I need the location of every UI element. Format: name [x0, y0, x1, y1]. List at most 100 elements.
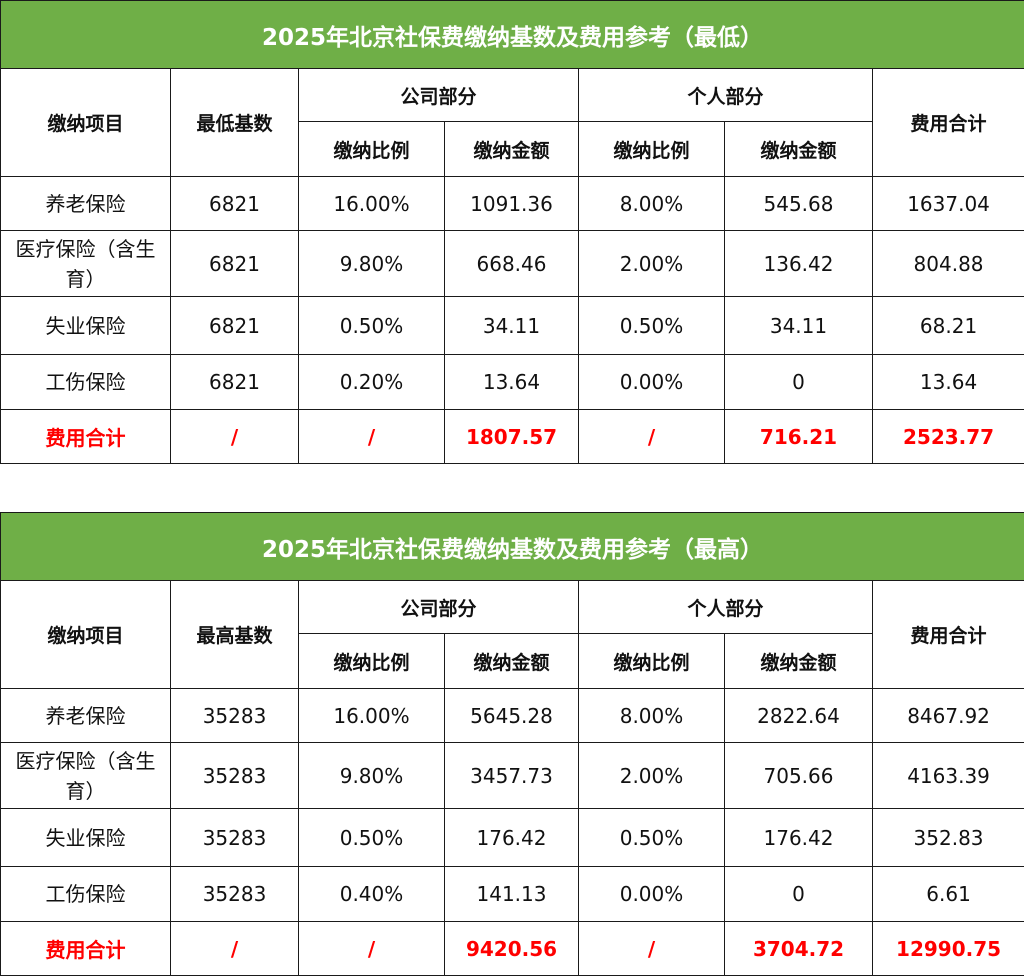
row-personal-rate: 2.00% — [578, 230, 725, 297]
row-company-amount: 668.46 — [444, 230, 579, 297]
row-company-rate: 0.50% — [298, 296, 445, 355]
row-base: 35283 — [170, 866, 299, 922]
sum-total: 12990.75 — [871, 921, 1024, 976]
row-base: 6821 — [170, 354, 299, 410]
sum-personal-amount: 716.21 — [724, 409, 873, 464]
row-name: 工伤保险 — [0, 354, 171, 410]
row-personal-amount: 545.68 — [724, 176, 873, 231]
row-base: 35283 — [170, 742, 299, 809]
sum-personal-rate: / — [578, 409, 725, 464]
row-company-amount: 3457.73 — [444, 742, 579, 809]
row-personal-amount: 176.42 — [724, 808, 873, 867]
row-company-amount: 141.13 — [444, 866, 579, 922]
header-base: 最高基数 — [170, 580, 299, 689]
row-name: 工伤保险 — [0, 866, 171, 922]
row-company-rate: 16.00% — [298, 688, 445, 743]
row-total: 1637.04 — [871, 176, 1024, 231]
sum-personal-amount: 3704.72 — [724, 921, 873, 976]
header-company-amount: 缴纳金额 — [444, 633, 579, 689]
row-name: 失业保险 — [0, 808, 171, 867]
header-base: 最低基数 — [170, 68, 299, 177]
header-item: 缴纳项目 — [0, 580, 171, 689]
row-personal-amount: 705.66 — [724, 742, 873, 809]
row-company-rate: 0.20% — [298, 354, 445, 410]
header-company-amount: 缴纳金额 — [444, 121, 579, 177]
header-item: 缴纳项目 — [0, 68, 171, 177]
sum-name: 费用合计 — [0, 409, 171, 464]
sum-personal-rate: / — [578, 921, 725, 976]
sum-company-rate: / — [298, 409, 445, 464]
row-total: 68.21 — [871, 296, 1024, 355]
table-row: 工伤保险 6821 0.20% 13.64 0.00% 0 13.64 — [0, 354, 1024, 410]
sum-company-amount: 1807.57 — [444, 409, 579, 464]
header-personal-rate: 缴纳比例 — [578, 633, 725, 689]
table-row: 医疗保险（含生育） 35283 9.80% 3457.73 2.00% 705.… — [0, 742, 1024, 809]
header-personal: 个人部分 — [578, 580, 873, 634]
header-company: 公司部分 — [298, 68, 579, 122]
row-base: 6821 — [170, 176, 299, 231]
row-personal-rate: 2.00% — [578, 742, 725, 809]
row-total: 4163.39 — [871, 742, 1024, 809]
row-company-amount: 34.11 — [444, 296, 579, 355]
table-title: 2025年北京社保费缴纳基数及费用参考（最高） — [0, 512, 1024, 581]
row-personal-amount: 0 — [724, 866, 873, 922]
sum-company-amount: 9420.56 — [444, 921, 579, 976]
sum-total: 2523.77 — [871, 409, 1024, 464]
table-title: 2025年北京社保费缴纳基数及费用参考（最低） — [0, 0, 1024, 69]
row-personal-rate: 8.00% — [578, 688, 725, 743]
row-total: 13.64 — [871, 354, 1024, 410]
row-total: 6.61 — [871, 866, 1024, 922]
row-company-rate: 9.80% — [298, 230, 445, 297]
row-company-rate: 0.50% — [298, 808, 445, 867]
row-personal-rate: 0.50% — [578, 296, 725, 355]
table-row: 失业保险 6821 0.50% 34.11 0.50% 34.11 68.21 — [0, 296, 1024, 355]
header-total: 费用合计 — [871, 580, 1024, 689]
row-name: 养老保险 — [0, 176, 171, 231]
table-row: 失业保险 35283 0.50% 176.42 0.50% 176.42 352… — [0, 808, 1024, 867]
row-personal-rate: 0.50% — [578, 808, 725, 867]
row-personal-amount: 0 — [724, 354, 873, 410]
row-name: 医疗保险（含生育） — [0, 742, 171, 809]
table-row: 工伤保险 35283 0.40% 141.13 0.00% 0 6.61 — [0, 866, 1024, 922]
row-personal-rate: 8.00% — [578, 176, 725, 231]
sum-base: / — [170, 921, 299, 976]
row-personal-rate: 0.00% — [578, 354, 725, 410]
row-company-amount: 13.64 — [444, 354, 579, 410]
row-base: 6821 — [170, 296, 299, 355]
header-personal-amount: 缴纳金额 — [724, 633, 873, 689]
header-total: 费用合计 — [871, 68, 1024, 177]
max-fee-table: 2025年北京社保费缴纳基数及费用参考（最高） 缴纳项目 最高基数 公司部分 个… — [0, 512, 1024, 976]
row-company-rate: 0.40% — [298, 866, 445, 922]
row-company-amount: 176.42 — [444, 808, 579, 867]
row-base: 6821 — [170, 230, 299, 297]
row-personal-amount: 136.42 — [724, 230, 873, 297]
header-personal-amount: 缴纳金额 — [724, 121, 873, 177]
row-company-rate: 16.00% — [298, 176, 445, 231]
row-name: 失业保险 — [0, 296, 171, 355]
row-personal-rate: 0.00% — [578, 866, 725, 922]
row-name: 养老保险 — [0, 688, 171, 743]
total-row: 费用合计 / / 9420.56 / 3704.72 12990.75 — [0, 921, 1024, 976]
header-company: 公司部分 — [298, 580, 579, 634]
row-base: 35283 — [170, 688, 299, 743]
sum-base: / — [170, 409, 299, 464]
row-company-amount: 5645.28 — [444, 688, 579, 743]
header-company-rate: 缴纳比例 — [298, 633, 445, 689]
row-personal-amount: 34.11 — [724, 296, 873, 355]
row-company-amount: 1091.36 — [444, 176, 579, 231]
table-row: 养老保险 35283 16.00% 5645.28 8.00% 2822.64 … — [0, 688, 1024, 743]
table-row: 医疗保险（含生育） 6821 9.80% 668.46 2.00% 136.42… — [0, 230, 1024, 297]
row-base: 35283 — [170, 808, 299, 867]
total-row: 费用合计 / / 1807.57 / 716.21 2523.77 — [0, 409, 1024, 464]
header-company-rate: 缴纳比例 — [298, 121, 445, 177]
row-company-rate: 9.80% — [298, 742, 445, 809]
table-row: 养老保险 6821 16.00% 1091.36 8.00% 545.68 16… — [0, 176, 1024, 231]
row-personal-amount: 2822.64 — [724, 688, 873, 743]
row-total: 804.88 — [871, 230, 1024, 297]
row-total: 352.83 — [871, 808, 1024, 867]
row-name: 医疗保险（含生育） — [0, 230, 171, 297]
row-total: 8467.92 — [871, 688, 1024, 743]
sum-company-rate: / — [298, 921, 445, 976]
header-personal-rate: 缴纳比例 — [578, 121, 725, 177]
header-personal: 个人部分 — [578, 68, 873, 122]
